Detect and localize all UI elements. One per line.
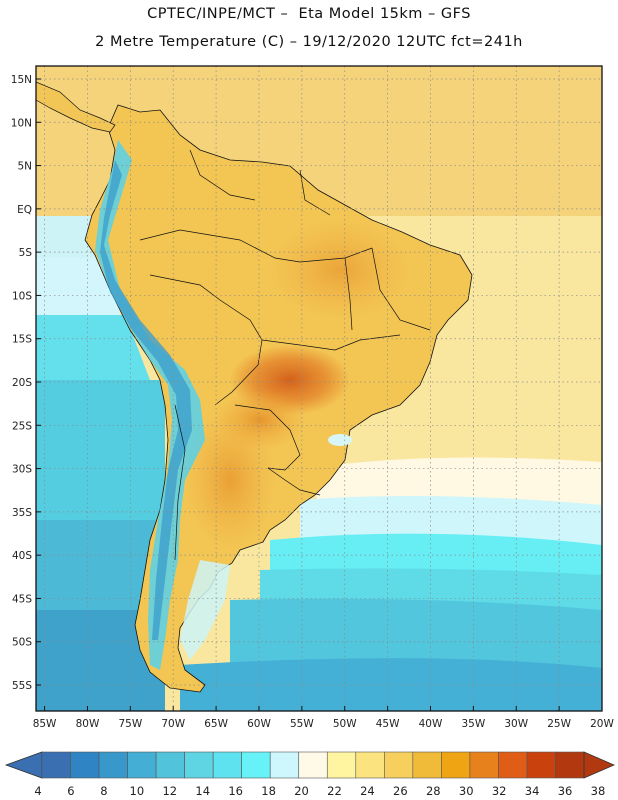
central-america-landmass: [36, 81, 116, 133]
colorbar-box: [326, 751, 357, 779]
lon-label: 65W: [204, 718, 228, 730]
colorbar-box: [127, 751, 157, 779]
lon-label: 40W: [419, 718, 443, 730]
border-uruguay: [267, 467, 321, 496]
ocean-band-pacific-cool: [36, 216, 95, 258]
latitude-labels: 15N 10N 5N EQ 5S 10S 15S 20S 25S 30S 35S 40S 45S 50S 5…: [11, 74, 41, 692]
colorbar-box: [269, 751, 300, 779]
colorbar-box: [70, 751, 100, 779]
warm-area-argentina: [185, 410, 275, 550]
colorbar-label: 38: [591, 784, 606, 798]
lat-label: 50S: [12, 637, 32, 649]
colorbar-label: 14: [195, 784, 210, 798]
colorbar-label: 10: [130, 784, 145, 798]
colorbar-box: [155, 751, 185, 779]
border-paraguay-argentina: [234, 404, 301, 471]
colorbar-label: 34: [525, 784, 540, 798]
lat-label: 5N: [17, 161, 32, 173]
colorbar-arrow-left: [4, 751, 43, 779]
colorbar-box: [212, 751, 242, 779]
border-venezuela: [189, 149, 256, 201]
warm-area-amazon: [270, 220, 410, 320]
border-brazil-states: [261, 334, 401, 351]
lon-label: 80W: [76, 718, 100, 730]
colorbar-label: 36: [558, 784, 573, 798]
colorbar-label: 8: [100, 784, 107, 798]
colorbar-label: 30: [459, 784, 474, 798]
lat-label: 5S: [19, 247, 33, 259]
lat-label: 15N: [11, 74, 32, 86]
lat-label: EQ: [17, 204, 32, 216]
lon-label: 70W: [161, 718, 185, 730]
title-line-1: CPTEC/INPE/MCT – Eta Model 15km – GFS: [147, 6, 471, 22]
colorbar-box: [412, 751, 442, 779]
lat-label: 30S: [12, 464, 32, 476]
colorbar-box: [98, 751, 128, 779]
colorbar-box: [41, 751, 71, 779]
colorbar-label: 6: [67, 784, 74, 798]
lon-label: 20W: [590, 718, 614, 730]
ocean-band-atlantic-10: [180, 658, 602, 711]
colorbar-box: [498, 751, 528, 779]
country-borders: [139, 149, 431, 561]
title-line-2: 2 Metre Temperature (C) – 19/12/2020 12U…: [95, 34, 523, 50]
colorbar-label: 24: [360, 784, 375, 798]
border-peru-bolivia: [149, 274, 263, 406]
lat-label: 25S: [12, 420, 32, 432]
colorbar-box: [555, 751, 585, 779]
ocean-band-pacific-10: [36, 610, 165, 711]
colorbar-box: [184, 751, 214, 779]
colorbar-label: 22: [327, 784, 342, 798]
colorbar-box: [298, 751, 328, 779]
colorbar-label: 28: [426, 784, 441, 798]
temperature-field: [36, 66, 602, 711]
colorbar-box: [384, 751, 414, 779]
lat-label: 55S: [12, 680, 32, 692]
lon-label: 60W: [247, 718, 271, 730]
lat-label: 40S: [12, 550, 32, 562]
border-chile-argentina: [174, 404, 186, 561]
andes-peaks: [100, 160, 192, 640]
lat-label: 15S: [12, 334, 32, 346]
colorbar-label: 16: [228, 784, 243, 798]
lat-label: 10N: [11, 117, 32, 129]
colorbar-label: 20: [294, 784, 309, 798]
lon-label: 55W: [290, 718, 314, 730]
lon-label: 85W: [33, 718, 57, 730]
colorbar-label: 32: [492, 784, 507, 798]
andes-cold-region: [95, 140, 205, 670]
border-northeast: [371, 247, 431, 331]
colorbar-arrow-right: [583, 751, 616, 779]
lon-label: 35W: [461, 718, 485, 730]
ocean-band-pacific-18: [36, 258, 120, 315]
cool-pocket-south-brazil: [328, 434, 352, 446]
lat-label: 45S: [12, 593, 32, 605]
colorbar-label: 18: [261, 784, 276, 798]
lon-label: 25W: [547, 718, 571, 730]
lon-label: 30W: [504, 718, 528, 730]
colorbar-label: 12: [162, 784, 177, 798]
colorbar-box: [441, 751, 471, 779]
lat-label: 20S: [12, 377, 32, 389]
colorbar-label: 4: [34, 784, 41, 798]
lon-label: 45W: [376, 718, 400, 730]
longitude-labels: 85W 80W 75W 70W 65W 60W 55W 50W 45W 40W 35W 30W 25W 2…: [33, 706, 614, 730]
lon-label: 75W: [118, 718, 142, 730]
patagonia-cool: [180, 560, 230, 660]
colorbar-box: [355, 751, 385, 779]
map-frame: [35, 65, 603, 712]
colorbar-box: [469, 751, 499, 779]
ocean-band-pacific-16: [36, 315, 150, 380]
lat-label: 35S: [12, 507, 32, 519]
colorbar: 4 6 8 10 12 14 16 18 20 22 24 26 28 30 32 34 36 38: [4, 751, 616, 798]
colorbar-box: [241, 751, 271, 779]
border-brazil-internal: [344, 257, 353, 331]
lat-label: 10S: [12, 290, 32, 302]
colorbar-box: [526, 751, 556, 779]
lon-label: 50W: [333, 718, 357, 730]
colorbar-label: 26: [393, 784, 408, 798]
